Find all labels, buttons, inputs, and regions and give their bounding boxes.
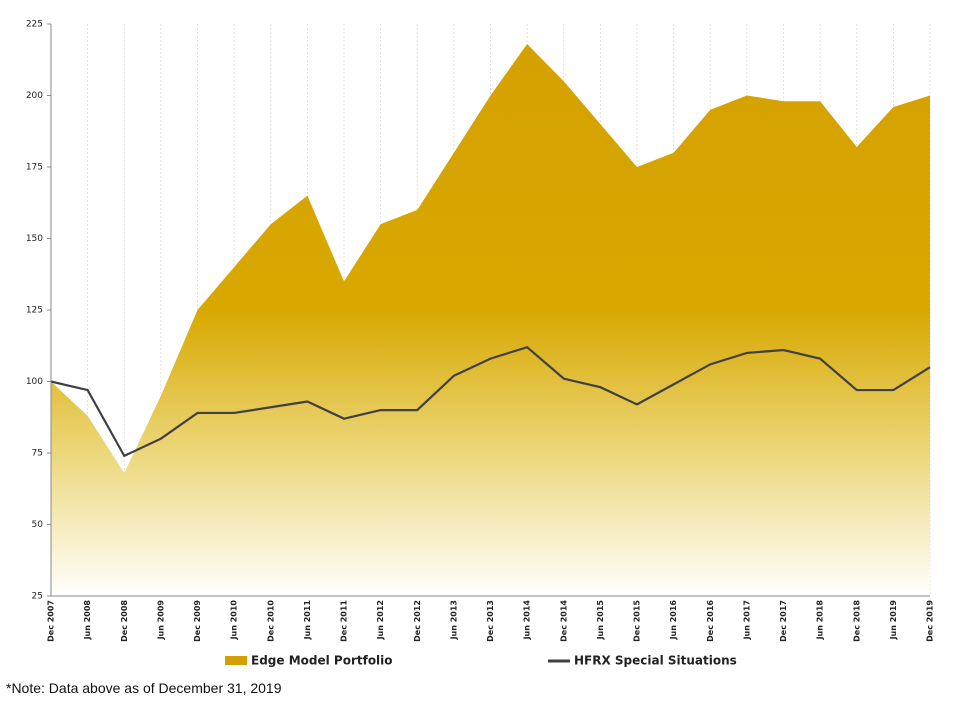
y-tick-label: 25 — [32, 592, 43, 602]
x-tick-label: Dec 2009 — [193, 600, 202, 642]
x-tick-label: Dec 2007 — [47, 600, 56, 642]
x-tick-label: Dec 2016 — [706, 600, 715, 642]
y-tick-label: 100 — [26, 377, 43, 387]
chart: 25 50 75 100 125 150 175 200 225 Dec 2007 Jun 2008… — [26, 20, 935, 668]
x-tick-label: Dec 2011 — [340, 600, 349, 642]
x-tick-label: Dec 2008 — [120, 600, 129, 642]
y-tick-label: 50 — [32, 520, 44, 530]
x-tick-label: Dec 2017 — [779, 600, 788, 642]
x-tick-label: Jun 2017 — [742, 600, 751, 640]
x-tick-label: Jun 2016 — [669, 600, 678, 641]
y-tick-label: 175 — [26, 163, 43, 173]
y-tick-label: 150 — [26, 234, 43, 244]
x-tick-label: Dec 2015 — [633, 600, 642, 642]
x-tick-label: Jun 2014 — [523, 600, 532, 641]
x-tick-label: Jun 2013 — [449, 600, 458, 640]
x-tick-label: Dec 2014 — [559, 600, 568, 642]
x-tick-label: Dec 2018 — [852, 600, 861, 642]
x-tick-label: Jun 2009 — [156, 600, 165, 641]
y-tick-label: 125 — [26, 306, 43, 316]
note: *Note: Data above as of December 31, 201… — [6, 680, 282, 696]
area — [51, 44, 930, 596]
x-tick-label: Jun 2018 — [816, 600, 825, 641]
x-tick-label: Jun 2019 — [889, 600, 898, 641]
line — [50, 345, 931, 458]
x-tick-label: Jun 2008 — [83, 600, 92, 641]
x-tick-label: Jun 2011 — [303, 600, 312, 641]
x-tick-label: Jun 2010 — [230, 600, 239, 641]
legend-swatch — [225, 656, 247, 665]
x-tick-label: Dec 2019 — [926, 600, 935, 642]
x-tick-label: Dec 2010 — [266, 600, 275, 642]
y-tick-label: 75 — [32, 449, 43, 459]
legend-label: HFRX Special Situations — [574, 654, 737, 668]
x-tick-label: Jun 2015 — [596, 600, 605, 641]
x-tick-label: Dec 2013 — [486, 600, 495, 642]
x-tick-label: Dec 2012 — [413, 600, 422, 642]
y-tick-label: 200 — [26, 91, 43, 101]
x-tick-label: Jun 2012 — [376, 600, 385, 640]
legend-label: Edge Model Portfolio — [251, 654, 393, 668]
y-tick-label: 225 — [26, 20, 43, 30]
